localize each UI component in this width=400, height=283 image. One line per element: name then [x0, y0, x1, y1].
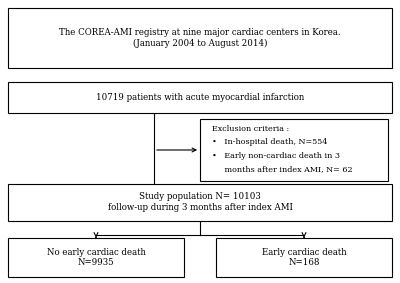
FancyBboxPatch shape: [8, 82, 392, 113]
Text: N=9935: N=9935: [78, 258, 114, 267]
Text: Study population N= 10103: Study population N= 10103: [139, 192, 261, 201]
FancyBboxPatch shape: [8, 238, 184, 277]
Text: 10719 patients with acute myocardial infarction: 10719 patients with acute myocardial inf…: [96, 93, 304, 102]
Text: •   In-hospital death, N=554: • In-hospital death, N=554: [212, 138, 327, 146]
FancyBboxPatch shape: [8, 184, 392, 221]
Text: The COREA-AMI registry at nine major cardiac centers in Korea.: The COREA-AMI registry at nine major car…: [59, 28, 341, 37]
Text: months after index AMI, N= 62: months after index AMI, N= 62: [212, 166, 353, 173]
Text: Exclusion criteria :: Exclusion criteria :: [212, 125, 289, 133]
Text: N=168: N=168: [288, 258, 320, 267]
Text: Early cardiac death: Early cardiac death: [262, 248, 346, 257]
Text: No early cardiac death: No early cardiac death: [46, 248, 146, 257]
FancyBboxPatch shape: [216, 238, 392, 277]
Text: (January 2004 to August 2014): (January 2004 to August 2014): [133, 39, 267, 48]
FancyBboxPatch shape: [200, 119, 388, 181]
Text: •   Early non-cardiac death in 3: • Early non-cardiac death in 3: [212, 152, 340, 160]
FancyBboxPatch shape: [8, 8, 392, 68]
Text: follow-up during 3 months after index AMI: follow-up during 3 months after index AM…: [108, 203, 292, 212]
